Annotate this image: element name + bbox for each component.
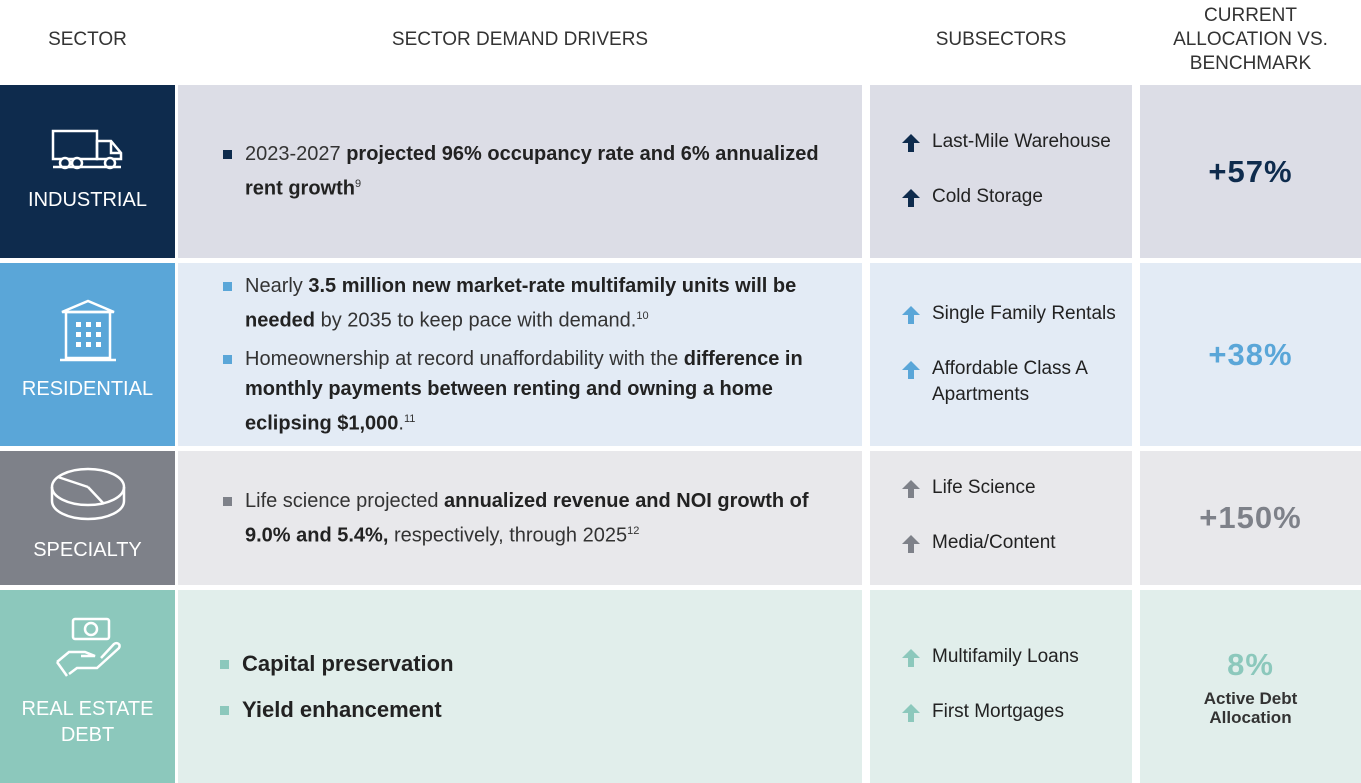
driver-text: respectively, through 2025 (388, 524, 628, 547)
driver-text: 10 (636, 309, 649, 322)
drivers-cell: Nearly 3.5 million new market-rate multi… (178, 263, 862, 446)
up-arrow-icon (902, 644, 932, 675)
sector-name: REAL ESTATE DEBT (21, 697, 154, 746)
column-header: SUBSECTORS (935, 29, 1067, 50)
driver-item: 2023-2027 projected 96% occupancy rate a… (223, 139, 832, 204)
subsector-name: Single Family Rentals (932, 303, 1116, 324)
driver-text: Nearly (245, 274, 309, 297)
driver-item: Nearly 3.5 million new market-rate multi… (223, 271, 832, 336)
driver-item: Capital preservation (220, 649, 832, 679)
driver-text: difference in monthly payments between r… (245, 347, 803, 435)
sector-icon (53, 616, 123, 688)
subsector: Affordable Class A Apartments (902, 356, 1132, 408)
allocation-value: +38% (1208, 336, 1293, 372)
subsector: Single Family Rentals (902, 301, 1132, 332)
allocation-value: 8% (1227, 646, 1274, 682)
up-arrow-icon (902, 530, 932, 561)
driver-text: Life science projected (245, 489, 445, 512)
subsector: Media/Content (902, 530, 1132, 561)
driver-text: 11 (403, 412, 416, 425)
sector-name: INDUSTRIAL (28, 188, 147, 211)
column-header: SECTOR DEMAND DRIVERS (391, 29, 649, 50)
driver-text: Capital preservation (242, 650, 454, 676)
subsector-name: Affordable Class A Apartments (932, 358, 1087, 405)
allocation-cell: 8% Active Debt Allocation (1140, 590, 1361, 783)
drivers-cell: 2023-2027 projected 96% occupancy rate a… (178, 85, 862, 258)
driver-item: Homeownership at record unaffordability … (223, 344, 832, 439)
column-header: SECTOR (48, 29, 127, 50)
subsector: First Mortgages (902, 699, 1132, 730)
sector-name: SPECIALTY (33, 539, 142, 561)
allocation-cell: +57% (1140, 85, 1361, 258)
sector-icon (56, 298, 120, 368)
up-arrow-icon (902, 301, 932, 332)
sector-icon (48, 463, 128, 529)
allocation-cell: +150% (1140, 451, 1361, 585)
column-header: CURRENT ALLOCATION VS. BENCHMARK (1173, 5, 1328, 74)
bullet (223, 281, 232, 291)
driver-text: 2023-2027 (245, 143, 347, 166)
allocation-value: +150% (1199, 500, 1302, 535)
bullet (223, 354, 232, 364)
subsector-name: First Mortgages (932, 700, 1064, 722)
sector-icon (50, 121, 126, 179)
bullet (223, 496, 232, 506)
driver-text: . (398, 412, 404, 435)
subsector: Multifamily Loans (902, 644, 1132, 675)
up-arrow-icon (902, 475, 932, 506)
drivers-cell: Capital preservation Yield enhancement (178, 590, 862, 783)
allocation-cell: +38% (1140, 263, 1361, 446)
sector-cell: SPECIALTY (0, 451, 175, 585)
subsector-name: Life Science (932, 477, 1036, 498)
bullet (220, 659, 229, 669)
sector-cell: REAL ESTATE DEBT (0, 590, 175, 783)
allocation-value: +57% (1208, 153, 1293, 189)
subsector-name: Media/Content (932, 532, 1056, 553)
drivers-cell: Life science projected annualized revenu… (178, 451, 862, 585)
subsectors-cell: Last-Mile Warehouse Cold Storage (870, 85, 1132, 258)
sector-cell: INDUSTRIAL (0, 85, 175, 258)
up-arrow-icon (902, 184, 932, 215)
sector-name: RESIDENTIAL (21, 377, 154, 400)
driver-text: by 2035 to keep pace with demand. (315, 309, 637, 332)
allocation-note: Active Debt Allocation (1203, 688, 1298, 727)
bullet (223, 150, 232, 160)
driver-text: 12 (627, 524, 640, 537)
subsector: Life Science (902, 475, 1132, 506)
driver-text: projected 96% occupancy rate and 6% annu… (245, 143, 819, 200)
sector-cell: RESIDENTIAL (0, 263, 175, 446)
subsectors-cell: Multifamily Loans First Mortgages (870, 590, 1132, 783)
driver-text: 9 (355, 178, 362, 191)
driver-text: annualized revenue and NOI growth of 9.0… (245, 489, 809, 547)
up-arrow-icon (902, 129, 932, 160)
driver-text: 3.5 million new market-rate multifamily … (245, 274, 797, 332)
driver-text: Homeownership at record unaffordability … (245, 347, 684, 370)
subsectors-cell: Single Family Rentals Affordable Class A … (870, 263, 1132, 446)
driver-item: Yield enhancement (220, 695, 832, 725)
subsector: Last-Mile Warehouse (902, 129, 1132, 160)
bullet (220, 705, 229, 715)
subsector-name: Multifamily Loans (932, 645, 1079, 667)
subsector-name: Cold Storage (932, 185, 1043, 207)
subsector-name: Last-Mile Warehouse (932, 130, 1111, 152)
up-arrow-icon (902, 356, 932, 387)
driver-text: Yield enhancement (242, 696, 442, 722)
subsectors-cell: Life Science Media/Content (870, 451, 1132, 585)
subsector: Cold Storage (902, 184, 1132, 215)
driver-item: Life science projected annualized revenu… (223, 486, 832, 551)
up-arrow-icon (902, 699, 932, 730)
